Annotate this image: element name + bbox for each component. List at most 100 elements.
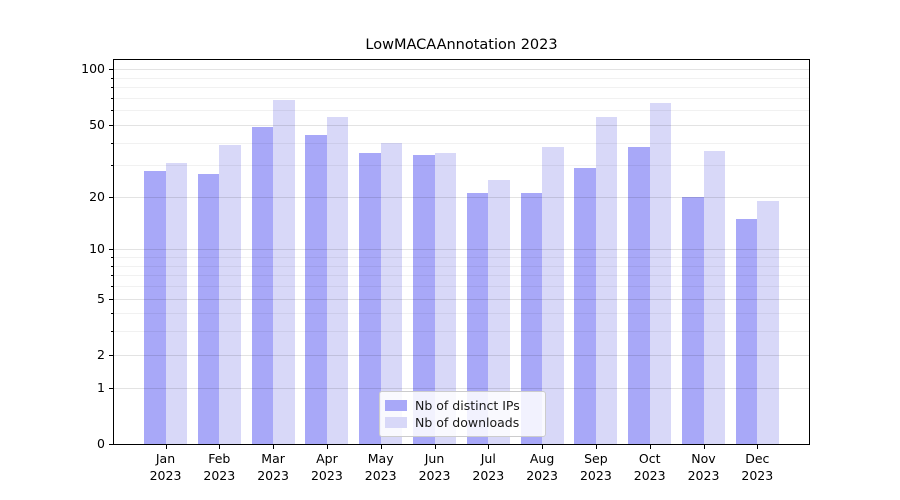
bar-downloads <box>434 153 456 444</box>
y-tick-label: 5 <box>97 290 105 306</box>
gridline-major <box>114 69 809 71</box>
x-tick-year: 2023 <box>149 467 182 483</box>
x-tick-label: Dec 2023 <box>729 451 785 484</box>
x-tick-year: 2023 <box>526 467 558 483</box>
x-tick-label: Jun 2023 <box>407 451 463 484</box>
bar-downloads <box>165 162 187 444</box>
x-tick-mark <box>434 445 436 449</box>
gridline-major <box>114 249 809 251</box>
legend-item-downloads: Nb of downloads <box>385 415 535 430</box>
gridline-minor <box>114 257 809 259</box>
y-tick-mark <box>109 298 113 300</box>
y-tick-label: 100 <box>81 61 105 77</box>
y-minor-tick-mark <box>111 87 113 89</box>
x-tick-month: Jan <box>155 451 176 466</box>
x-tick-label: Apr 2023 <box>299 451 355 484</box>
x-tick-month: Aug <box>529 451 555 466</box>
y-tick-mark <box>109 69 113 71</box>
x-tick-label: Aug 2023 <box>514 451 570 484</box>
y-minor-tick-mark <box>111 257 113 259</box>
y-tick-mark <box>109 196 113 198</box>
bar-downloads <box>757 200 779 444</box>
x-tick-year: 2023 <box>687 467 720 483</box>
gridline-minor <box>114 265 809 267</box>
x-tick-label: Jan 2023 <box>138 451 194 484</box>
gridline-minor <box>114 142 809 144</box>
y-minor-tick-mark <box>111 331 113 333</box>
bar-distinct-ips <box>144 170 166 444</box>
y-minor-tick-mark <box>111 313 113 315</box>
gridline-minor <box>114 331 809 333</box>
y-minor-tick-mark <box>111 265 113 267</box>
bar-downloads <box>488 179 510 444</box>
gridline-major <box>114 196 809 198</box>
x-tick-mark <box>488 445 490 449</box>
gridline-major <box>114 354 809 356</box>
bar-distinct-ips <box>735 219 758 444</box>
x-tick-year: 2023 <box>203 467 236 483</box>
bar-distinct-ips <box>413 155 435 444</box>
x-tick-month: Nov <box>691 451 716 466</box>
gridline-minor <box>114 98 809 100</box>
y-tick-label: 20 <box>89 188 105 204</box>
y-minor-tick-mark <box>111 77 113 79</box>
x-tick-label: Sep 2023 <box>568 451 624 484</box>
y-tick-mark <box>109 387 113 389</box>
gridline-minor <box>114 110 809 112</box>
x-tick-month: Jun <box>424 451 445 466</box>
bar-distinct-ips <box>305 135 327 444</box>
x-tick-mark <box>703 445 705 449</box>
bar-downloads <box>703 150 725 444</box>
x-tick-year: 2023 <box>633 467 666 483</box>
x-tick-month: Jul <box>480 451 496 466</box>
bar-downloads <box>273 100 295 444</box>
gridline-minor <box>114 313 809 315</box>
y-tick-label: 0 <box>97 436 105 451</box>
y-minor-tick-mark <box>111 110 113 112</box>
y-tick-label: 1 <box>97 379 105 395</box>
y-tick-label: 10 <box>89 241 105 257</box>
bar-distinct-ips <box>682 196 704 444</box>
x-tick-mark <box>757 445 759 449</box>
x-tick-mark <box>219 445 221 449</box>
y-minor-tick-mark <box>111 142 113 144</box>
x-tick-year: 2023 <box>364 467 397 483</box>
bar-distinct-ips <box>251 126 274 444</box>
legend-label: Nb of downloads <box>415 415 520 430</box>
x-tick-year: 2023 <box>741 467 774 483</box>
x-tick-month: Sep <box>584 451 608 466</box>
distinct-ips-swatch-icon <box>385 400 407 411</box>
gridline-major <box>114 124 809 126</box>
y-tick-mark <box>109 124 113 126</box>
x-tick-label: Feb 2023 <box>191 451 247 484</box>
x-tick-year: 2023 <box>472 467 505 483</box>
x-tick-mark <box>273 445 275 449</box>
y-minor-tick-mark <box>111 98 113 100</box>
bar-downloads <box>595 117 618 444</box>
x-tick-month: Oct <box>638 451 661 466</box>
x-tick-year: 2023 <box>418 467 451 483</box>
plot-area <box>113 59 810 445</box>
y-minor-tick-mark <box>111 275 113 277</box>
x-tick-month: Dec <box>745 451 770 466</box>
y-tick-mark <box>109 444 113 445</box>
bar-downloads <box>649 102 672 444</box>
legend: Nb of distinct IPs Nb of downloads <box>379 391 546 437</box>
y-minor-tick-mark <box>111 165 113 167</box>
bar-downloads <box>326 117 349 444</box>
x-tick-month: May <box>367 451 394 466</box>
gridline-minor <box>114 87 809 89</box>
x-tick-mark <box>380 445 382 449</box>
x-tick-label: May 2023 <box>353 451 409 484</box>
x-tick-year: 2023 <box>579 467 612 483</box>
bar-distinct-ips <box>197 173 220 444</box>
gridline-minor <box>114 165 809 167</box>
x-tick-mark <box>595 445 597 449</box>
x-tick-month: Apr <box>316 451 338 466</box>
bar-distinct-ips <box>574 167 596 444</box>
bar-distinct-ips <box>628 146 650 444</box>
gridline-minor <box>114 286 809 288</box>
x-tick-mark <box>326 445 328 449</box>
y-tick-label: 50 <box>89 116 105 132</box>
